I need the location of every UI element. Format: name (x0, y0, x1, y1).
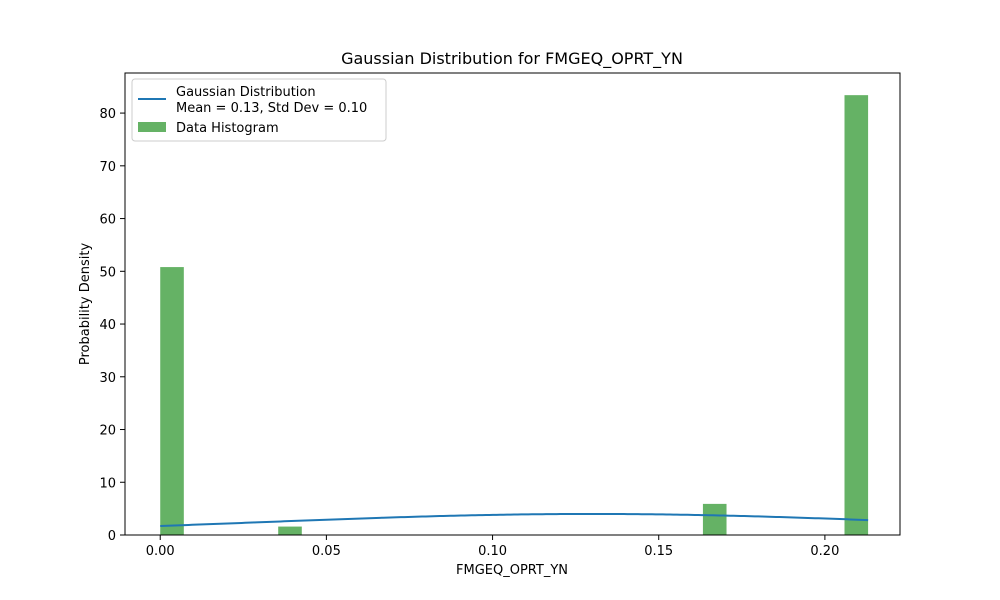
gaussian-curve-layer (160, 512, 869, 527)
y-tick-label-2: 20 (99, 424, 116, 439)
y-tick-label-6: 60 (99, 213, 116, 228)
x-tick-label-4: 0.20 (810, 544, 839, 559)
histogram-bar-0 (160, 267, 184, 535)
gaussian-curve (160, 512, 869, 527)
legend-gaussian-label-line1: Gaussian Distribution (176, 85, 316, 100)
x-tick-label-2: 0.10 (478, 544, 507, 559)
x-tick-label-1: 0.05 (312, 544, 341, 559)
plot-frame (124, 72, 901, 536)
legend: Gaussian Distribution Mean = 0.13, Std D… (131, 78, 387, 142)
y-tick-label-8: 80 (99, 107, 116, 122)
y-tick-label-0: 0 (108, 529, 116, 544)
histogram-bar-1 (278, 526, 302, 535)
histogram-bar-3 (844, 95, 869, 535)
histogram-bars (160, 95, 869, 535)
y-axis-ticks: 0 10 20 30 40 50 60 70 80 (99, 107, 125, 544)
x-axis-label: FMGEQ_OPRT_YN (456, 563, 568, 578)
y-tick-label-5: 50 (99, 265, 116, 280)
y-tick-label-4: 40 (99, 318, 116, 333)
y-tick-label-7: 70 (99, 160, 116, 175)
histogram-bar-2 (702, 503, 727, 535)
legend-gaussian-label-line2: Mean = 0.13, Std Dev = 0.10 (176, 101, 367, 116)
y-axis-label: Probability Density (78, 243, 93, 366)
legend-box (131, 78, 387, 142)
x-tick-label-0: 0.00 (146, 544, 175, 559)
chart-title: Gaussian Distribution for FMGEQ_OPRT_YN (341, 49, 683, 69)
x-axis-ticks: 0.00 0.05 0.10 0.15 0.20 (146, 535, 839, 559)
x-tick-label-3: 0.15 (644, 544, 673, 559)
y-tick-label-3: 30 (99, 371, 116, 386)
legend-histogram-label: Data Histogram (176, 121, 279, 136)
legend-histogram-swatch (138, 122, 166, 132)
y-tick-label-1: 10 (99, 476, 116, 491)
